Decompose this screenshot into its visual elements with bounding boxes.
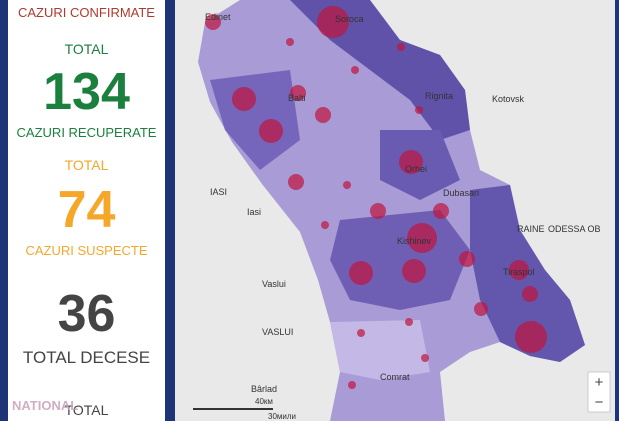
place-label: Vaslui: [262, 279, 286, 289]
marker: [433, 203, 449, 219]
label: CAZURI SUSPECTE: [25, 243, 148, 258]
marker: [421, 354, 429, 362]
stats-panel: CAZURI CONFIRMATE TOTAL 134 CAZURI RECUP…: [8, 0, 165, 421]
place-label: VASLUI: [262, 327, 293, 337]
marker: [515, 321, 547, 353]
label: CAZURI RECUPERATE: [16, 125, 157, 140]
place-label: Edinet: [205, 12, 231, 22]
marker: [407, 223, 437, 253]
marker: [232, 87, 256, 111]
label: TOTAL: [64, 41, 109, 57]
marker: [399, 150, 423, 174]
heading: CAZURI CONFIRMATE: [18, 5, 155, 20]
marker: [402, 259, 426, 283]
marker: [474, 302, 488, 316]
marker: [343, 181, 351, 189]
stat-value: 134: [43, 63, 130, 121]
marker: [290, 85, 306, 101]
marker: [351, 66, 359, 74]
place-label: Balti: [288, 93, 306, 103]
region: [330, 320, 430, 380]
marker: [349, 261, 373, 285]
place-label: RAINE: [517, 224, 545, 234]
label: TOTAL: [64, 402, 109, 418]
stat-value: 36: [57, 285, 116, 343]
marker: [415, 106, 423, 114]
stat-value: 74: [57, 181, 116, 239]
zoom-in[interactable]: +: [595, 374, 604, 391]
place-label: Tiraspol: [503, 267, 535, 277]
marker: [509, 260, 529, 280]
place-label: Rignita: [425, 91, 453, 101]
label: TOTAL DECESE: [22, 348, 151, 367]
marker: [522, 286, 538, 302]
marker: [288, 174, 304, 190]
watermark: NATIONAL: [12, 398, 79, 413]
place-label: Kishinev: [397, 236, 432, 246]
marker: [286, 38, 294, 46]
place-label: Kotovsk: [492, 94, 525, 104]
map: Edinet Soroca Balti Rignita Kotovsk IASI Iasi O…: [175, 0, 615, 421]
place-label: Iasi: [247, 207, 261, 217]
place-label: Soroca: [335, 14, 364, 24]
marker: [205, 14, 221, 30]
scale-label: 30мили: [268, 412, 296, 421]
place-label: ODESSA OB: [548, 224, 601, 234]
marker: [315, 107, 331, 123]
label: TOTAL: [64, 157, 109, 173]
marker: [321, 221, 329, 229]
scale-label: 40км: [255, 397, 273, 406]
marker: [348, 381, 356, 389]
place-label: Bârlad: [251, 384, 277, 394]
marker: [397, 43, 405, 51]
marker: [357, 329, 365, 337]
marker: [405, 318, 413, 326]
region: [210, 70, 300, 170]
case-markers: [205, 6, 547, 389]
marker: [259, 119, 283, 143]
place-label: IASI: [210, 187, 227, 197]
place-label: Orhei: [405, 164, 427, 174]
zoom-out[interactable]: −: [595, 394, 604, 411]
place-label: Comrat: [380, 372, 410, 382]
marker: [370, 203, 386, 219]
marker: [317, 6, 349, 38]
place-label: Dubasari: [443, 188, 479, 198]
region: [330, 210, 470, 310]
zoom-control: [587, 371, 611, 413]
marker: [459, 251, 475, 267]
